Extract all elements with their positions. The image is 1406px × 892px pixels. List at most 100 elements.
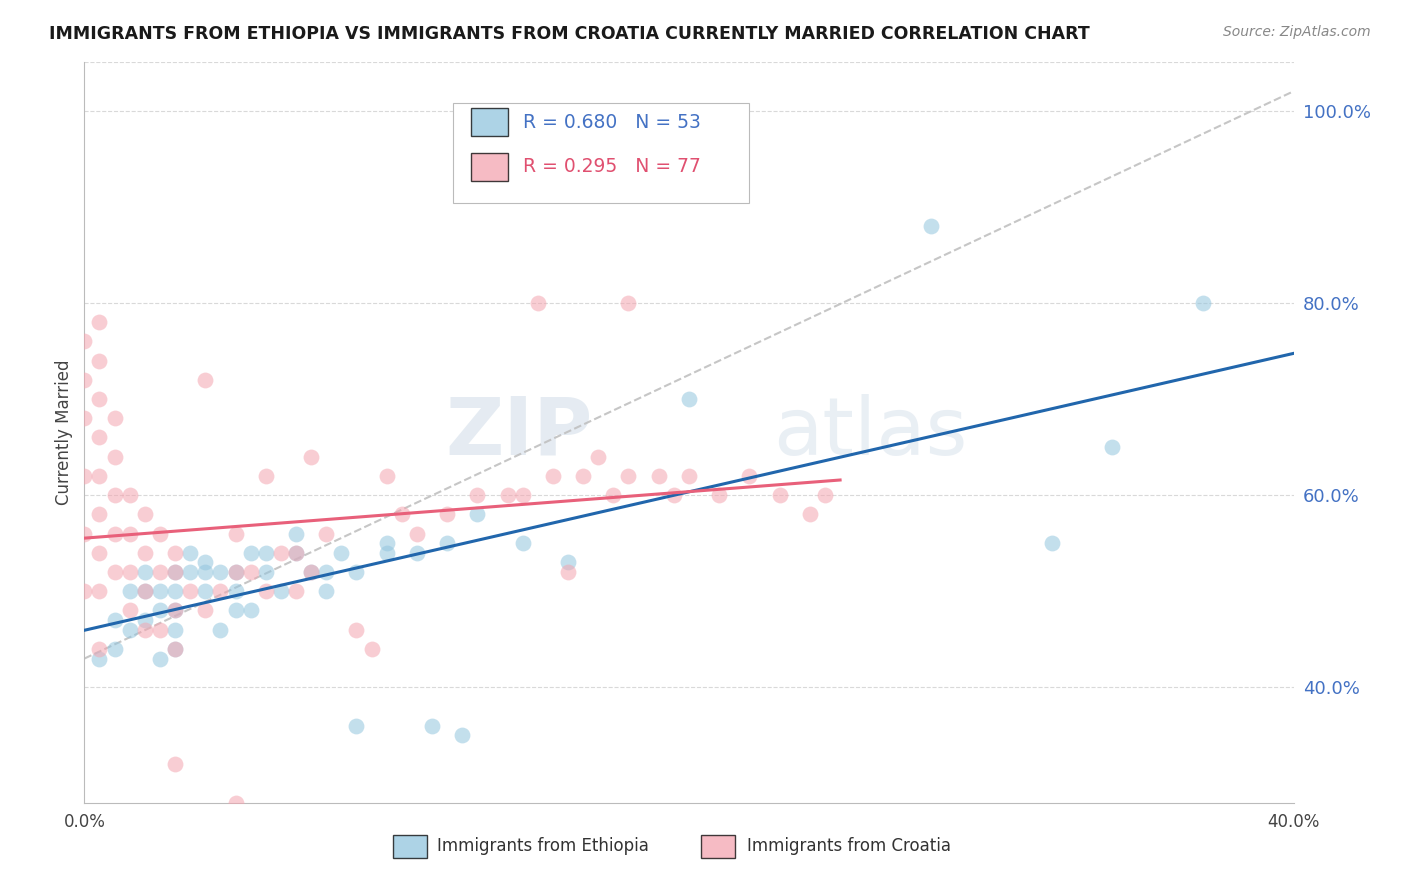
Point bbox=[118, 623, 141, 637]
Point bbox=[1040, 536, 1063, 550]
Point bbox=[118, 526, 141, 541]
Point bbox=[678, 469, 700, 483]
Point bbox=[225, 565, 247, 579]
Point bbox=[89, 315, 111, 329]
Point bbox=[165, 642, 187, 657]
Point bbox=[89, 508, 111, 522]
Point bbox=[588, 450, 610, 464]
Text: ZIP: ZIP bbox=[444, 393, 592, 472]
Point bbox=[406, 526, 429, 541]
Point bbox=[89, 353, 111, 368]
Point bbox=[315, 526, 337, 541]
Point bbox=[225, 565, 247, 579]
Point bbox=[738, 469, 761, 483]
Point bbox=[225, 584, 247, 599]
Point bbox=[209, 623, 232, 637]
Point bbox=[285, 546, 308, 560]
Point bbox=[73, 469, 96, 483]
Point bbox=[194, 565, 217, 579]
Point bbox=[360, 642, 382, 657]
Y-axis label: Currently Married: Currently Married bbox=[55, 359, 73, 506]
Point bbox=[104, 613, 127, 627]
Point bbox=[254, 469, 277, 483]
Point bbox=[149, 526, 172, 541]
Point bbox=[254, 584, 277, 599]
Point bbox=[89, 392, 111, 406]
Point bbox=[134, 613, 156, 627]
Point bbox=[1192, 295, 1215, 310]
Point bbox=[330, 546, 353, 560]
Point bbox=[149, 584, 172, 599]
Point bbox=[165, 642, 187, 657]
Point bbox=[89, 469, 111, 483]
Point bbox=[254, 546, 277, 560]
FancyBboxPatch shape bbox=[471, 108, 508, 136]
Point bbox=[239, 603, 262, 617]
Point bbox=[209, 584, 232, 599]
Point bbox=[527, 295, 550, 310]
Point bbox=[104, 565, 127, 579]
Point bbox=[239, 565, 262, 579]
Point bbox=[436, 508, 458, 522]
Point bbox=[346, 719, 368, 733]
FancyBboxPatch shape bbox=[471, 153, 508, 181]
Point bbox=[617, 469, 640, 483]
Point bbox=[165, 584, 187, 599]
Point bbox=[436, 536, 458, 550]
Point bbox=[648, 469, 671, 483]
Point bbox=[89, 546, 111, 560]
Point bbox=[209, 565, 232, 579]
Text: IMMIGRANTS FROM ETHIOPIA VS IMMIGRANTS FROM CROATIA CURRENTLY MARRIED CORRELATIO: IMMIGRANTS FROM ETHIOPIA VS IMMIGRANTS F… bbox=[49, 25, 1090, 43]
Point bbox=[149, 651, 172, 665]
Point bbox=[179, 565, 201, 579]
Point bbox=[89, 584, 111, 599]
Text: Source: ZipAtlas.com: Source: ZipAtlas.com bbox=[1223, 25, 1371, 39]
Point bbox=[391, 508, 413, 522]
Point bbox=[89, 651, 111, 665]
Point bbox=[225, 603, 247, 617]
Point bbox=[118, 603, 141, 617]
Point bbox=[315, 565, 337, 579]
Text: Immigrants from Croatia: Immigrants from Croatia bbox=[747, 838, 950, 855]
Point bbox=[678, 392, 700, 406]
Point bbox=[89, 642, 111, 657]
Point bbox=[225, 796, 247, 810]
Point bbox=[149, 565, 172, 579]
Point bbox=[315, 584, 337, 599]
Point bbox=[557, 565, 579, 579]
Point bbox=[541, 469, 564, 483]
Point bbox=[346, 623, 368, 637]
Point bbox=[420, 719, 443, 733]
Point bbox=[799, 508, 821, 522]
Point bbox=[467, 488, 489, 502]
Point bbox=[149, 623, 172, 637]
Point bbox=[617, 295, 640, 310]
Point bbox=[285, 546, 308, 560]
Point bbox=[270, 546, 292, 560]
Point bbox=[89, 430, 111, 444]
Point bbox=[194, 584, 217, 599]
Point bbox=[73, 526, 96, 541]
Point bbox=[134, 546, 156, 560]
Text: atlas: atlas bbox=[773, 393, 967, 472]
Point bbox=[134, 623, 156, 637]
Point bbox=[920, 219, 942, 233]
Point bbox=[375, 536, 398, 550]
Point bbox=[165, 603, 187, 617]
Point bbox=[165, 565, 187, 579]
Point bbox=[467, 508, 489, 522]
Point bbox=[451, 729, 474, 743]
Point bbox=[134, 508, 156, 522]
Point bbox=[299, 565, 322, 579]
Point bbox=[602, 488, 624, 502]
Point bbox=[299, 450, 322, 464]
Point bbox=[118, 584, 141, 599]
Point bbox=[194, 603, 217, 617]
Point bbox=[346, 565, 368, 579]
Point bbox=[225, 526, 247, 541]
FancyBboxPatch shape bbox=[702, 835, 735, 858]
Point bbox=[104, 642, 127, 657]
Point bbox=[73, 373, 96, 387]
Point bbox=[406, 546, 429, 560]
Point bbox=[165, 623, 187, 637]
